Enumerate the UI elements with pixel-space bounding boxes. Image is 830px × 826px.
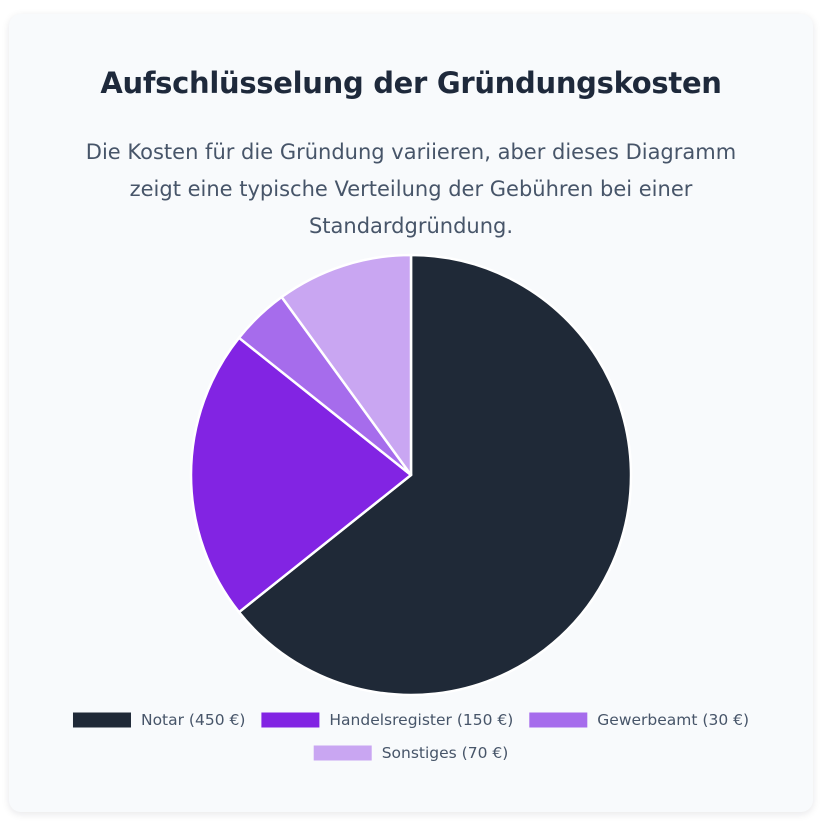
legend-item-notar[interactable]: Notar (450 €) (72, 711, 245, 729)
legend-label: Handelsregister (150 €) (329, 711, 513, 729)
legend-label: Notar (450 €) (141, 711, 245, 729)
pie-slice-handelsregister[interactable] (189, 336, 413, 614)
legend-label: Sonstiges (70 €) (382, 744, 509, 762)
legend-item-handelsregister[interactable]: Handelsregister (150 €) (261, 711, 513, 729)
pie-slice-sonstiges[interactable] (280, 253, 413, 477)
legend-swatch (529, 712, 588, 728)
legend-item-gewerbeamt[interactable]: Gewerbeamt (30 €) (529, 711, 749, 729)
pie-slices (189, 253, 633, 697)
chart-title: Aufschlüsselung der Gründungskosten (100, 66, 722, 100)
legend-swatch (261, 712, 320, 728)
pie-slice-notar[interactable] (237, 253, 633, 697)
legend-label: Gewerbeamt (30 €) (597, 711, 749, 729)
chart-legend: Notar (450 €) Handelsregister (150 €) Gewe… (72, 711, 749, 762)
legend-swatch (313, 745, 372, 761)
legend-swatch (72, 712, 131, 728)
legend-item-sonstiges[interactable]: Sonstiges (70 €) (313, 744, 509, 762)
chart-description: Die Kosten für die Gründung variieren, a… (85, 140, 737, 238)
